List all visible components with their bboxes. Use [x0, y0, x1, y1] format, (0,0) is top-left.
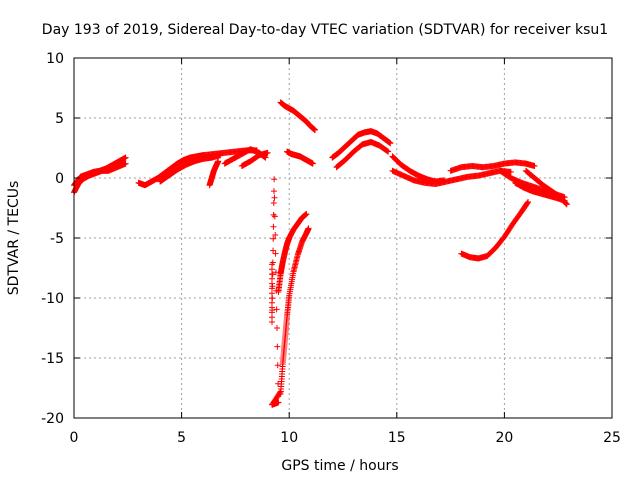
data-point	[269, 259, 276, 266]
data-point	[269, 283, 276, 290]
data-point	[312, 127, 319, 133]
x-axis-ticks: 0 5 10 15 20 25	[70, 58, 621, 446]
data-point	[270, 211, 277, 218]
data-point	[275, 380, 282, 387]
data-point	[271, 213, 278, 220]
data-point	[269, 271, 276, 278]
data-point	[270, 223, 277, 230]
data-point	[271, 176, 278, 183]
data-point	[274, 343, 281, 350]
x-tick-label: 0	[70, 430, 79, 446]
y-tick-label: -5	[50, 231, 64, 247]
series-arc-late-rise	[458, 199, 532, 262]
data-point	[269, 295, 276, 302]
data-point	[274, 325, 281, 331]
data-point	[273, 306, 280, 313]
data-point	[271, 194, 278, 201]
y-tick-label: 0	[55, 171, 64, 187]
series-arc-mid-segment	[284, 148, 316, 167]
data-point	[272, 250, 279, 257]
y-tick-label: 5	[55, 111, 64, 127]
data-point	[563, 201, 570, 208]
data-point	[270, 200, 277, 206]
x-tick-label: 20	[495, 430, 513, 446]
data-point	[524, 199, 531, 206]
series-arc-midday-low	[333, 139, 392, 171]
data-point	[122, 160, 129, 167]
data-points	[71, 99, 570, 408]
series-arc-midday	[329, 128, 394, 161]
x-axis-label: GPS time / hours	[281, 458, 398, 474]
data-point	[269, 307, 276, 314]
x-tick-label: 10	[280, 430, 298, 446]
data-point	[387, 140, 394, 147]
data-point	[215, 158, 222, 165]
data-point	[276, 389, 283, 396]
data-point	[303, 211, 310, 217]
data-point	[264, 149, 271, 156]
data-point	[270, 188, 277, 195]
data-point	[385, 148, 392, 155]
series-arc-evening-c	[512, 179, 568, 204]
data-point	[270, 247, 277, 254]
series-arc-steep-rise-a	[277, 225, 312, 397]
data-point	[122, 154, 129, 161]
data-point	[507, 169, 514, 175]
series-arc-high-segment	[277, 99, 319, 133]
data-point	[531, 163, 538, 169]
data-point	[274, 362, 281, 369]
data-point	[270, 235, 277, 242]
x-tick-label: 15	[388, 430, 406, 446]
x-tick-label: 5	[177, 430, 186, 446]
y-tick-label: -15	[41, 351, 64, 367]
data-point	[268, 319, 275, 325]
data-point	[309, 160, 316, 167]
data-point	[272, 269, 279, 276]
series-arc-early-low	[71, 160, 129, 196]
data-point	[272, 232, 279, 238]
y-tick-label: 10	[46, 51, 64, 67]
series-arc-morning-e	[238, 149, 271, 169]
data-point	[305, 225, 312, 232]
series-arc-stray	[268, 176, 284, 408]
grid	[74, 58, 612, 418]
data-point	[525, 199, 532, 205]
data-point	[561, 197, 568, 204]
data-point	[277, 388, 284, 395]
y-tick-label: -20	[41, 411, 64, 427]
data-point	[273, 287, 280, 294]
y-axis-label: SDTVAR / TECUs	[6, 181, 22, 296]
x-tick-label: 25	[603, 430, 621, 446]
chart-title: Day 193 of 2019, Sidereal Day-to-day VTE…	[42, 22, 608, 38]
y-axis-ticks: -20 -15 -10 -5 0 5 10	[41, 51, 612, 427]
y-tick-label: -10	[41, 291, 64, 307]
series-arc-descent	[206, 158, 222, 189]
series-arc-afternoon-c	[447, 159, 538, 174]
